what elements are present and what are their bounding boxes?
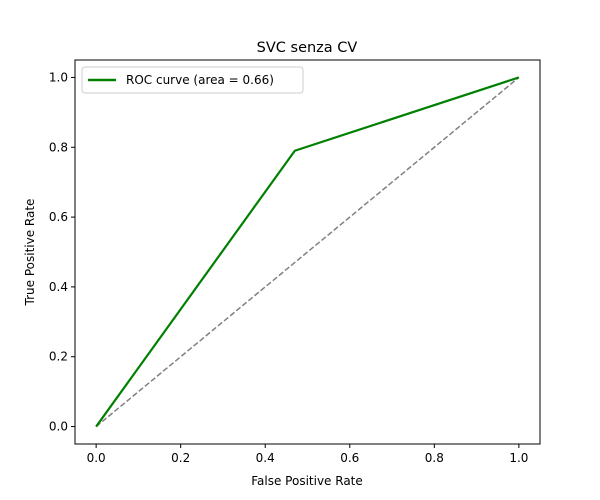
x-axis-label: False Positive Rate [251,474,363,488]
y-tick-label: 0.4 [49,280,68,294]
x-tick-label: 0.6 [340,451,359,465]
legend-box [81,66,304,94]
roc-curve-line [95,76,520,428]
y-tick-label: 0.6 [49,210,68,224]
x-tick-label: 1.0 [509,451,528,465]
series-lines [95,76,520,428]
legend-label-roc: ROC curve (area = 0.66) [126,73,274,87]
y-tick-label: 0.0 [49,420,68,434]
legend: ROC curve (area = 0.66) [81,66,304,94]
axes-frame [74,59,541,445]
chart-title: SVC senza CV [257,40,358,56]
axis-ticks: 0.0 0.2 0.4 0.6 0.8 1.0 0.0 0.2 0.4 0.6 0.8 1.0 [49,70,529,465]
diagonal-reference-line [95,76,520,428]
y-tick-label: 1.0 [49,70,68,84]
x-tick-label: 0.4 [256,451,275,465]
x-tick-label: 0.2 [171,451,190,465]
y-tick-label: 0.2 [49,350,68,364]
y-tick-label: 0.8 [49,140,68,154]
y-axis-label: True Positive Rate [23,199,37,307]
x-tick-label: 0.0 [87,451,106,465]
x-tick-label: 0.8 [425,451,444,465]
